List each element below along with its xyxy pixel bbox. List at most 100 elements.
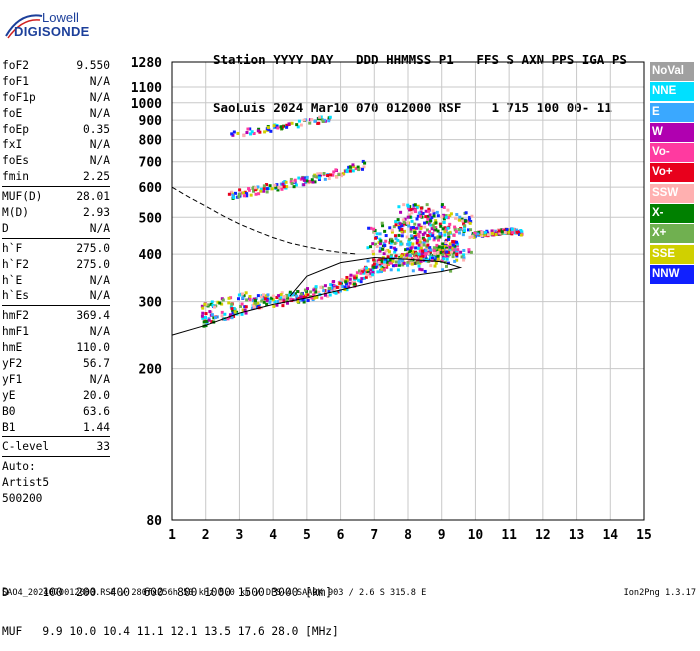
echo-point xyxy=(245,192,249,196)
param-name: Auto: xyxy=(2,460,36,474)
echo-point xyxy=(415,217,419,221)
param-row: yF1 N/A xyxy=(2,372,110,388)
echo-point xyxy=(248,294,252,298)
echo-point xyxy=(242,134,246,138)
echo-point xyxy=(361,159,365,163)
echo-point xyxy=(431,209,435,213)
param-row: yE 20.0 xyxy=(2,388,110,404)
echo-point xyxy=(265,299,269,303)
echo-point xyxy=(244,291,248,295)
echo-point xyxy=(420,243,424,247)
echo-point xyxy=(442,257,446,261)
echo-point xyxy=(259,187,263,191)
echo-point xyxy=(231,311,235,315)
echo-point xyxy=(400,254,404,258)
echo-point xyxy=(270,187,274,191)
echo-point xyxy=(451,241,455,245)
echo-point xyxy=(445,248,449,252)
echo-point xyxy=(348,169,352,173)
echo-point xyxy=(256,294,260,298)
param-name: hmF1 xyxy=(2,325,29,339)
echo-point xyxy=(279,296,283,300)
echo-point xyxy=(425,228,429,232)
param-name: foF2 xyxy=(2,59,29,72)
echo-point xyxy=(444,215,448,219)
echo-point xyxy=(416,214,420,218)
echo-point xyxy=(384,234,388,238)
echo-point xyxy=(338,289,342,293)
echo-point xyxy=(264,183,268,187)
echo-point xyxy=(446,251,450,255)
echo-point xyxy=(319,285,323,289)
param-row: Artist5 xyxy=(2,475,110,491)
echo-point xyxy=(200,304,204,308)
echo-point xyxy=(362,165,366,169)
echo-point xyxy=(303,288,307,292)
parameter-panel: foF2 9.550 foF1 N/A foF1p N/A foE N/A foEp 0.35 fx… xyxy=(2,58,110,507)
echo-point xyxy=(415,206,419,210)
echo-point xyxy=(419,210,423,214)
echo-point xyxy=(419,206,423,210)
echo-point xyxy=(275,303,279,307)
echo-point xyxy=(391,259,395,263)
echo-point xyxy=(389,268,393,272)
echo-point xyxy=(308,179,312,183)
param-row: fxI N/A xyxy=(2,137,110,153)
echo-point xyxy=(419,227,423,231)
echo-point xyxy=(327,289,331,293)
x-tick-label: 14 xyxy=(602,528,618,543)
echo-point xyxy=(462,229,466,233)
echo-point xyxy=(396,268,400,272)
echo-point xyxy=(241,308,245,312)
echo-point xyxy=(318,115,322,119)
echo-point xyxy=(394,220,398,224)
echo-point xyxy=(415,252,419,256)
echo-point xyxy=(515,228,519,232)
echo-point xyxy=(289,180,293,184)
echo-point xyxy=(445,250,449,254)
echo-point xyxy=(455,213,459,217)
echo-point xyxy=(314,287,318,291)
echo-point xyxy=(463,219,467,223)
echo-point xyxy=(227,192,231,196)
param-name: Artist5 xyxy=(2,476,50,490)
echo-point xyxy=(408,248,412,252)
echo-point xyxy=(328,287,332,291)
echo-point xyxy=(302,178,306,182)
echo-point xyxy=(432,249,436,253)
echo-point xyxy=(364,275,368,279)
echo-point xyxy=(453,228,457,232)
echo-point xyxy=(285,294,289,298)
echo-point xyxy=(505,228,509,232)
echo-point xyxy=(434,247,438,251)
y-tick-label: 200 xyxy=(139,363,163,378)
echo-point xyxy=(419,214,423,218)
echo-point xyxy=(244,311,248,315)
echo-point xyxy=(290,121,294,125)
echo-point xyxy=(338,281,342,285)
echo-point xyxy=(362,271,366,275)
echo-point xyxy=(410,257,414,261)
echo-point xyxy=(409,246,413,250)
echo-point xyxy=(464,211,468,215)
echo-point xyxy=(372,262,376,266)
echo-point xyxy=(441,242,445,246)
echo-point xyxy=(392,225,396,229)
param-value: 2.25 xyxy=(83,170,110,184)
echo-point xyxy=(391,257,395,261)
echo-point xyxy=(440,215,444,219)
echo-point xyxy=(448,248,452,252)
echo-point xyxy=(413,231,417,235)
echo-point xyxy=(456,248,460,252)
echo-point xyxy=(470,214,474,218)
echo-point xyxy=(276,126,280,130)
echo-point xyxy=(454,216,458,220)
echo-point xyxy=(490,229,494,233)
echo-point xyxy=(430,256,434,260)
echo-point xyxy=(402,220,406,224)
echo-point xyxy=(240,302,244,306)
echo-point xyxy=(460,217,464,221)
echo-point xyxy=(348,277,352,281)
echo-point xyxy=(201,311,205,315)
echo-point xyxy=(295,294,299,298)
